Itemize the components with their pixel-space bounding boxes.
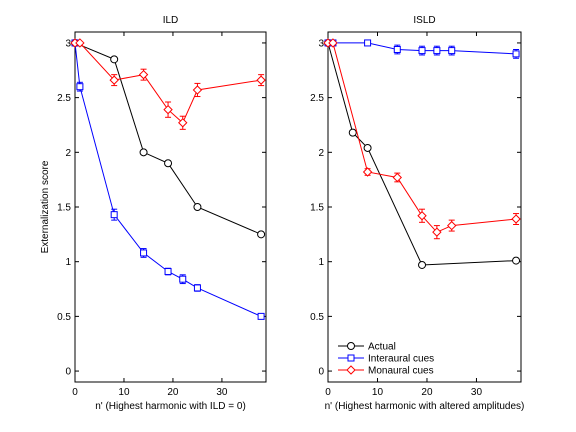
x-tick-label: 0 bbox=[325, 387, 331, 398]
data-point bbox=[75, 38, 85, 48]
data-point bbox=[418, 260, 427, 269]
legend-marker bbox=[347, 342, 355, 350]
data-point bbox=[511, 214, 521, 224]
data-point bbox=[257, 312, 265, 320]
series-monaural-cues bbox=[70, 38, 266, 130]
data-point bbox=[140, 249, 148, 257]
data-point bbox=[447, 220, 457, 231]
data-point bbox=[417, 211, 427, 221]
y-tick-label: 1.5 bbox=[310, 203, 324, 214]
data-point bbox=[448, 47, 456, 55]
data-point bbox=[393, 46, 401, 53]
data-point bbox=[363, 143, 372, 152]
plot-area bbox=[327, 31, 522, 383]
data-point bbox=[138, 69, 149, 80]
data-point bbox=[433, 47, 441, 55]
y-tick-label: 2 bbox=[65, 148, 71, 159]
y-tick-label: 3 bbox=[65, 38, 71, 49]
x-axis-label: n' (Highest harmonic with altered amplit… bbox=[325, 401, 525, 412]
data-point bbox=[164, 159, 173, 168]
x-tick-label: 20 bbox=[421, 387, 433, 398]
data-point bbox=[76, 83, 84, 91]
data-point bbox=[418, 47, 426, 55]
y-tick-label: 1.5 bbox=[57, 203, 71, 214]
legend-marker bbox=[346, 365, 356, 375]
chart-panel-1: 0 10 20 30 0 0.5 1 1.5 2 2.5 3 ILD n' (Highest harmo… bbox=[40, 15, 267, 412]
y-tick-label: 2 bbox=[318, 148, 324, 159]
x-tick-label: 30 bbox=[216, 387, 228, 398]
data-point bbox=[328, 38, 338, 48]
x-axis-label: n' (Highest harmonic with ILD = 0) bbox=[95, 401, 246, 412]
y-tick-label: 0.5 bbox=[310, 312, 324, 323]
x-tick-label: 30 bbox=[471, 387, 483, 398]
y-tick-label: 1 bbox=[318, 257, 324, 268]
plot-area bbox=[74, 31, 267, 383]
legend-marker bbox=[347, 354, 355, 362]
data-point bbox=[256, 75, 266, 85]
legend-label: Actual bbox=[368, 342, 396, 353]
y-tick-label: 0.5 bbox=[57, 312, 71, 323]
data-point bbox=[193, 284, 201, 292]
data-point bbox=[348, 128, 357, 137]
x-tick-label: 10 bbox=[118, 387, 130, 398]
series-monaural-cues bbox=[323, 38, 521, 240]
x-tick-label: 0 bbox=[72, 387, 78, 398]
data-point bbox=[179, 275, 187, 283]
legend-label: Monaural cues bbox=[368, 366, 434, 377]
data-point bbox=[192, 85, 203, 95]
y-tick-label: 2.5 bbox=[310, 93, 324, 104]
data-point bbox=[178, 118, 188, 128]
y-tick-label: 3 bbox=[318, 38, 324, 49]
legend-label: Interaural cues bbox=[368, 354, 434, 365]
data-point bbox=[364, 39, 372, 47]
data-point bbox=[392, 172, 402, 183]
chart-title: ILD bbox=[163, 15, 179, 26]
y-tick-label: 2.5 bbox=[57, 93, 71, 104]
data-point bbox=[257, 230, 266, 239]
x-tick-label: 20 bbox=[167, 387, 179, 398]
y-tick-label: 1 bbox=[65, 257, 71, 268]
y-tick-label: 0 bbox=[65, 367, 71, 378]
data-point bbox=[110, 211, 118, 219]
x-tick-label: 10 bbox=[372, 387, 384, 398]
y-axis-label: Externalization score bbox=[40, 160, 51, 253]
series-line bbox=[75, 42, 262, 124]
data-point bbox=[362, 167, 373, 177]
data-point bbox=[163, 104, 173, 115]
data-point bbox=[432, 227, 442, 237]
data-point bbox=[139, 148, 148, 157]
y-tick-label: 0 bbox=[318, 367, 324, 378]
chart-panel-2: 0 10 20 30 0 0.5 1 1.5 2 2.5 3 ISLD n' (Highest harm… bbox=[310, 15, 524, 412]
chart-title: ISLD bbox=[413, 15, 435, 26]
data-point bbox=[512, 50, 520, 58]
series-line bbox=[74, 42, 262, 235]
data-point bbox=[110, 55, 119, 64]
data-point bbox=[109, 75, 119, 85]
data-point bbox=[512, 256, 521, 265]
data-point bbox=[164, 268, 172, 276]
data-point bbox=[193, 203, 202, 211]
